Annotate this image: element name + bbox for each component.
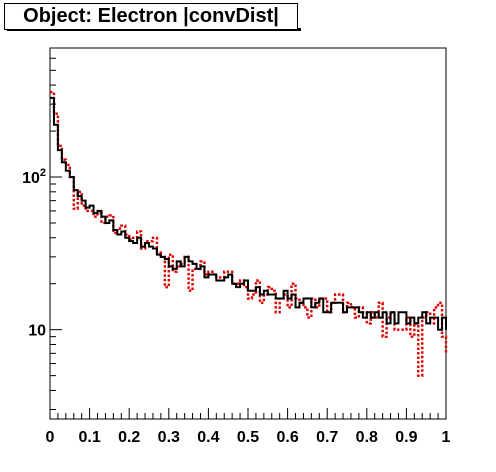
x-tick-label: 0.4 (197, 429, 219, 446)
x-tick-label: 0.3 (158, 429, 180, 446)
x-tick-label: 0 (46, 429, 55, 446)
chart-title: Object: Electron |convDist| (4, 3, 298, 30)
x-tick-label: 0.1 (78, 429, 100, 446)
series-0-histogram (50, 96, 447, 331)
plot-frame (49, 47, 447, 420)
x-tick-label: 0.8 (356, 429, 378, 446)
x-tick-label: 0.5 (237, 429, 259, 446)
axis-layer: 0 0.1 0.2 0.3 0.4 0.5 0.6 0.7 0.8 0.9 1 10 102 (22, 47, 451, 446)
x-tick-label: 0.9 (395, 429, 417, 446)
series-1-histogram (50, 90, 448, 377)
x-tick-label: 0.2 (118, 429, 140, 446)
x-tick-label: 0.6 (276, 429, 298, 446)
y-tick-label: 10 (28, 323, 46, 340)
x-tick-label: 1 (442, 429, 451, 446)
x-tick-label: 0.7 (316, 429, 338, 446)
y-tick-label: 102 (22, 167, 46, 187)
histogram-layer (50, 90, 448, 377)
